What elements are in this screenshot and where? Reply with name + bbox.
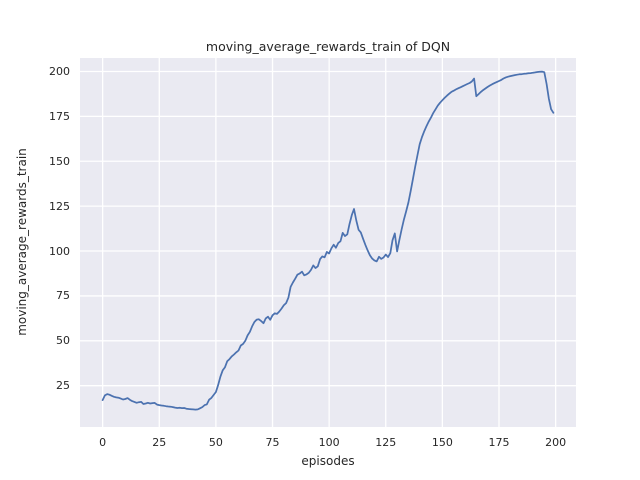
x-tick-label-100: 100 [318,436,340,449]
x-tick-label-150: 150 [431,436,453,449]
chart-title: moving_average_rewards_train of DQN [205,39,451,54]
x-tick-label-175: 175 [488,436,510,449]
y-axis-label: moving_average_rewards_train [15,148,29,336]
y-tick-label-175: 175 [49,109,70,123]
y-tick-label-25: 25 [56,379,70,393]
y-tick-label-75: 75 [56,289,70,303]
x-tick-label-125: 125 [375,436,397,449]
y-tick-label-100: 100 [49,244,70,258]
series-line-moving_average_rewards_train [101,70,555,411]
y-tick-label-200: 200 [49,64,70,78]
x-tick-label-75: 75 [265,436,280,449]
x-tick-label-0: 0 [99,436,107,449]
y-tick-label-125: 125 [49,199,70,213]
y-tick-label-150: 150 [49,154,70,168]
axes-background [80,58,576,427]
y-tick-label-50: 50 [56,334,70,348]
x-tick-label-200: 200 [545,436,567,449]
x-tick-label-25: 25 [152,436,167,449]
x-tick-label-50: 50 [208,436,223,449]
x-axis-label: episodes [301,454,355,468]
